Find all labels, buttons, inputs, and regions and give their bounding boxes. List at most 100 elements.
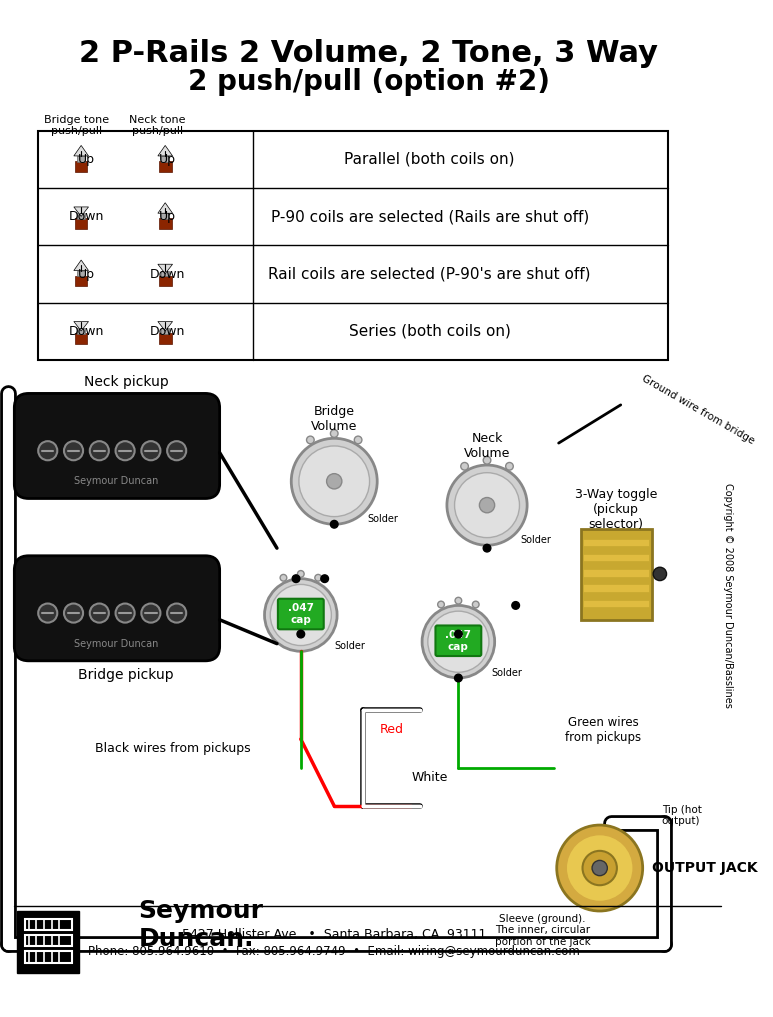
Bar bbox=[162, 327, 169, 334]
Bar bbox=[77, 156, 85, 162]
Circle shape bbox=[292, 575, 300, 583]
FancyBboxPatch shape bbox=[15, 394, 220, 498]
Circle shape bbox=[326, 474, 342, 489]
Circle shape bbox=[38, 603, 57, 622]
Circle shape bbox=[330, 521, 338, 528]
Polygon shape bbox=[158, 145, 172, 156]
Text: .047
cap: .047 cap bbox=[288, 603, 314, 624]
Bar bbox=[584, 585, 649, 592]
Bar bbox=[207, 399, 215, 493]
Bar bbox=[584, 539, 649, 546]
Text: Parallel (both coils on): Parallel (both coils on) bbox=[345, 152, 515, 167]
Text: Black wires from pickups: Black wires from pickups bbox=[96, 742, 251, 756]
Bar bbox=[19, 560, 27, 656]
Circle shape bbox=[567, 835, 633, 901]
Circle shape bbox=[447, 465, 527, 545]
Bar bbox=[25, 951, 72, 962]
Text: Red: Red bbox=[380, 723, 404, 736]
Bar bbox=[584, 600, 649, 607]
Circle shape bbox=[64, 441, 83, 461]
Text: Copyright © 2008 Seymour Duncan/Basslines: Copyright © 2008 Seymour Duncan/Bassline… bbox=[723, 483, 733, 708]
Bar bbox=[162, 271, 169, 277]
Polygon shape bbox=[158, 321, 172, 331]
Bar bbox=[19, 399, 27, 493]
Bar bbox=[159, 276, 172, 286]
Circle shape bbox=[90, 441, 109, 461]
Circle shape bbox=[115, 603, 135, 622]
Polygon shape bbox=[73, 206, 89, 217]
Text: Seymour Duncan: Seymour Duncan bbox=[74, 476, 158, 486]
Circle shape bbox=[483, 457, 491, 464]
Bar bbox=[159, 161, 172, 172]
Circle shape bbox=[298, 571, 304, 578]
Circle shape bbox=[506, 463, 513, 470]
Circle shape bbox=[354, 436, 362, 443]
Bar bbox=[159, 334, 172, 344]
Text: 2 push/pull (option #2): 2 push/pull (option #2) bbox=[188, 68, 550, 97]
Bar bbox=[75, 334, 87, 344]
Text: 2 P-Rails 2 Volume, 2 Tone, 3 Way: 2 P-Rails 2 Volume, 2 Tone, 3 Way bbox=[79, 39, 658, 68]
Circle shape bbox=[479, 497, 495, 513]
Circle shape bbox=[167, 441, 186, 461]
Circle shape bbox=[167, 603, 186, 622]
Text: Down: Down bbox=[149, 324, 185, 338]
Text: Sleeve (ground).
The inner, circular
portion of the jack: Sleeve (ground). The inner, circular por… bbox=[495, 913, 591, 947]
FancyBboxPatch shape bbox=[278, 599, 324, 630]
Bar bbox=[75, 276, 87, 286]
Bar bbox=[207, 560, 215, 656]
Text: Bridge pickup: Bridge pickup bbox=[78, 668, 174, 682]
Polygon shape bbox=[73, 260, 89, 271]
Bar bbox=[162, 214, 169, 219]
FancyBboxPatch shape bbox=[15, 555, 220, 661]
Text: Neck tone
push/pull: Neck tone push/pull bbox=[129, 115, 186, 136]
Circle shape bbox=[455, 597, 461, 604]
Text: Bridge
Volume: Bridge Volume bbox=[311, 405, 357, 433]
Circle shape bbox=[653, 567, 666, 581]
Text: Neck
Volume: Neck Volume bbox=[464, 432, 510, 460]
Text: Rail coils are selected (P-90's are shut off): Rail coils are selected (P-90's are shut… bbox=[268, 266, 591, 282]
Circle shape bbox=[483, 544, 491, 552]
Text: Down: Down bbox=[68, 211, 104, 224]
Text: .047
cap: .047 cap bbox=[445, 630, 472, 652]
Circle shape bbox=[264, 579, 337, 651]
Circle shape bbox=[271, 585, 332, 646]
Circle shape bbox=[90, 603, 109, 622]
Polygon shape bbox=[73, 321, 89, 331]
Circle shape bbox=[461, 463, 468, 470]
Bar bbox=[25, 935, 72, 947]
Text: Tip (hot
output): Tip (hot output) bbox=[662, 804, 702, 827]
Circle shape bbox=[280, 575, 287, 581]
Text: Up: Up bbox=[158, 153, 175, 166]
Text: Ground wire from bridge: Ground wire from bridge bbox=[640, 373, 756, 446]
Circle shape bbox=[64, 603, 83, 622]
Text: 3-Way toggle
(pickup
selector): 3-Way toggle (pickup selector) bbox=[575, 488, 657, 532]
Text: Up: Up bbox=[77, 153, 94, 166]
Bar bbox=[162, 156, 169, 162]
Text: Green wires
from pickups: Green wires from pickups bbox=[566, 716, 642, 743]
Text: Phone: 805.964.9610  •  Fax: 805.964.9749  •  Email: wiring@seymourduncan.com: Phone: 805.964.9610 • Fax: 805.964.9749 … bbox=[88, 945, 581, 958]
Circle shape bbox=[455, 631, 462, 638]
Text: Bridge tone
push/pull: Bridge tone push/pull bbox=[44, 115, 109, 136]
Bar bbox=[584, 570, 649, 577]
Circle shape bbox=[583, 851, 617, 885]
Circle shape bbox=[455, 674, 462, 681]
Circle shape bbox=[299, 445, 369, 517]
Circle shape bbox=[321, 575, 329, 583]
Text: Solder: Solder bbox=[368, 515, 399, 525]
Polygon shape bbox=[73, 145, 89, 156]
Text: Series (both coils on): Series (both coils on) bbox=[349, 323, 511, 339]
Bar bbox=[75, 161, 87, 172]
Circle shape bbox=[472, 601, 479, 608]
Circle shape bbox=[455, 473, 519, 538]
Circle shape bbox=[592, 860, 608, 876]
Bar bbox=[38, 131, 669, 360]
Text: Neck pickup: Neck pickup bbox=[83, 375, 169, 388]
Circle shape bbox=[512, 602, 519, 609]
Text: Up: Up bbox=[77, 267, 94, 281]
Polygon shape bbox=[158, 264, 172, 274]
Bar bbox=[17, 911, 80, 973]
Text: Solder: Solder bbox=[492, 668, 523, 678]
Circle shape bbox=[307, 436, 314, 443]
Text: Seymour
Duncan.: Seymour Duncan. bbox=[138, 899, 264, 951]
Text: P-90 coils are selected (Rails are shut off): P-90 coils are selected (Rails are shut … bbox=[271, 210, 589, 225]
